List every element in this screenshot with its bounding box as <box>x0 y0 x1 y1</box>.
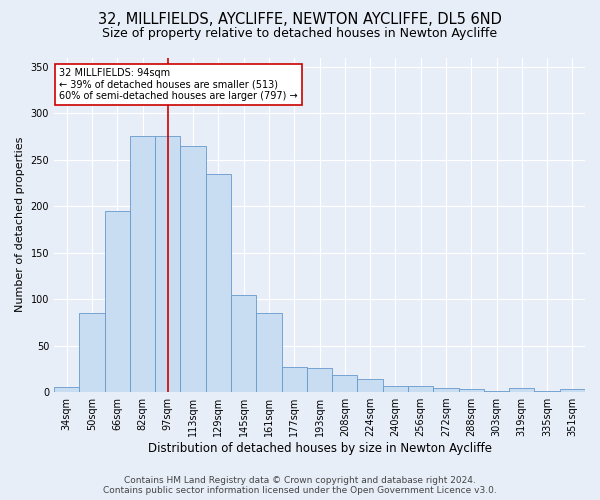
X-axis label: Distribution of detached houses by size in Newton Aycliffe: Distribution of detached houses by size … <box>148 442 491 455</box>
Bar <box>509 388 535 392</box>
Bar <box>181 146 206 392</box>
Bar <box>458 390 484 392</box>
Bar <box>560 390 585 392</box>
Bar <box>484 391 509 392</box>
Bar <box>155 136 181 392</box>
Bar <box>130 136 155 392</box>
Text: 32, MILLFIELDS, AYCLIFFE, NEWTON AYCLIFFE, DL5 6ND: 32, MILLFIELDS, AYCLIFFE, NEWTON AYCLIFF… <box>98 12 502 28</box>
Bar <box>408 386 433 392</box>
Text: Size of property relative to detached houses in Newton Aycliffe: Size of property relative to detached ho… <box>103 28 497 40</box>
Bar <box>231 296 256 392</box>
Bar <box>256 313 281 392</box>
Bar <box>104 211 130 392</box>
Bar <box>383 386 408 392</box>
Bar <box>433 388 458 392</box>
Text: Contains HM Land Registry data © Crown copyright and database right 2024.
Contai: Contains HM Land Registry data © Crown c… <box>103 476 497 495</box>
Bar <box>79 313 104 392</box>
Bar <box>206 174 231 392</box>
Bar <box>281 367 307 392</box>
Y-axis label: Number of detached properties: Number of detached properties <box>15 137 25 312</box>
Bar <box>535 391 560 392</box>
Bar <box>307 368 332 392</box>
Text: 32 MILLFIELDS: 94sqm
← 39% of detached houses are smaller (513)
60% of semi-deta: 32 MILLFIELDS: 94sqm ← 39% of detached h… <box>59 68 298 100</box>
Bar <box>358 379 383 392</box>
Bar <box>54 388 79 392</box>
Bar <box>332 376 358 392</box>
